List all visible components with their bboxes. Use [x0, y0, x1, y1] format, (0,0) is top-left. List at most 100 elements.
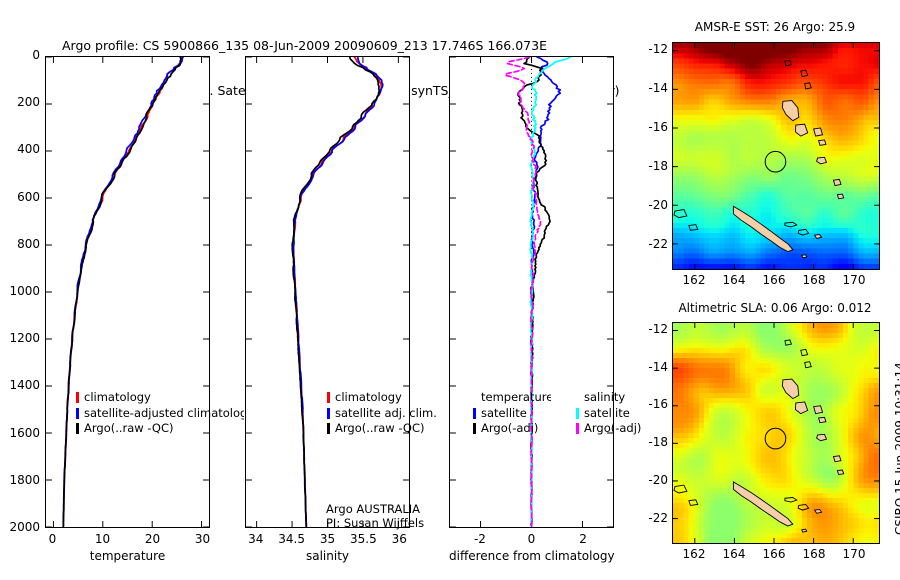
- sla-map-lon-tick-166: 166: [762, 547, 786, 561]
- difference-plot: [450, 57, 613, 527]
- sst-map-lat-tick-m22: -22: [648, 236, 668, 251]
- temperature-xtick-0: 0: [48, 532, 57, 546]
- program-credit: Argo AUSTRALIA PI: Susan Wijffels: [326, 502, 424, 530]
- difference-xtick-m2: -2: [473, 532, 486, 546]
- difference-temperature-legend-entry: temperature: [473, 390, 551, 406]
- temperature-legend-entry: Argo(..raw -QC): [76, 421, 244, 437]
- sla-map-lat-tick-m20: -20: [648, 473, 668, 488]
- legend-label: Argo(..raw -QC): [335, 421, 425, 435]
- credit-line-2: PI: Susan Wijffels: [326, 516, 425, 530]
- sst-map-canvas: [673, 43, 879, 269]
- depth-tick-2000: 2000: [9, 520, 40, 534]
- title-line-1: Argo profile: CS 5900866_135 08-Jun-2009…: [62, 38, 547, 53]
- depth-tick-200: 200: [17, 95, 40, 110]
- difference-salinity-legend: salinity satellite Argo(-adj): [576, 390, 656, 437]
- salinity-xtick-35: 35: [319, 532, 336, 546]
- salinity-plot: [246, 57, 409, 527]
- legend-label: satellite: [584, 405, 630, 420]
- depth-tick-600: 600: [17, 189, 40, 204]
- temperature-xtick-30: 30: [194, 532, 211, 546]
- legend-swatch-icon: [76, 423, 79, 435]
- legend-label: satellite-adjusted climatology: [84, 405, 244, 420]
- temperature-legend: climatology satellite-adjusted climatolog…: [76, 390, 244, 437]
- legend-swatch-icon: [576, 423, 579, 435]
- salinity-legend-entry: Argo(..raw -QC): [327, 421, 437, 437]
- sla-map-lon-tick-164: 164: [722, 547, 746, 561]
- salinity-legend-entry: satellite adj. clim.: [327, 406, 437, 422]
- sst-map-lat-tick-m18: -18: [648, 158, 668, 173]
- legend-swatch-icon: [76, 392, 79, 404]
- legend-swatch-icon: [327, 423, 330, 435]
- sst-map-lon-tick-170: 170: [842, 273, 866, 287]
- legend-swatch-icon: [473, 407, 476, 419]
- salinity-xtick-36: 36: [391, 532, 407, 546]
- temperature-axis-label: temperature: [89, 549, 166, 563]
- temperature-xtick-10: 10: [94, 532, 111, 546]
- depth-tick-1400: 1400: [9, 378, 40, 393]
- depth-tick-1200: 1200: [9, 331, 40, 346]
- difference-temperature-legend-entry: Argo(-adj): [473, 421, 551, 437]
- legend-swatch-icon: [473, 423, 476, 435]
- difference-profile-panel: [449, 56, 614, 528]
- depth-tick-400: 400: [17, 142, 40, 157]
- legend-label: salinity: [584, 390, 626, 404]
- legend-swatch-icon: [327, 407, 330, 419]
- csiro-timestamp: CSIRO 15-Jun-2009 10:31:14: [893, 362, 900, 535]
- sla-map-lon-tick-170: 170: [842, 547, 866, 561]
- depth-tick-1800: 1800: [9, 472, 40, 487]
- legend-swatch-icon: [576, 407, 579, 419]
- difference-xtick-0: 0: [527, 532, 536, 546]
- sla-map-lat-tick-m14: -14: [648, 359, 668, 374]
- sst-map-lat-tick-m20: -20: [648, 197, 668, 212]
- depth-tick-1600: 1600: [9, 425, 40, 440]
- sla-map-lat-tick-m18: -18: [648, 435, 668, 450]
- sla-map-lat-tick-m16: -16: [648, 397, 668, 412]
- sla-map-lon-tick-162: 162: [682, 547, 706, 561]
- legend-label: climatology: [335, 390, 402, 404]
- depth-tick-800: 800: [17, 236, 40, 251]
- legend-swatch-icon: [327, 392, 330, 404]
- legend-spacer: [576, 392, 579, 403]
- sst-map-lon-tick-164: 164: [722, 273, 746, 287]
- sst-map-lon-tick-162: 162: [682, 273, 706, 287]
- legend-spacer: [473, 392, 476, 403]
- legend-label: climatology: [84, 390, 151, 404]
- difference-salinity-legend-entry: Argo(-adj): [576, 421, 656, 437]
- difference-xtick-2: 2: [579, 532, 587, 546]
- sst-map-lat-tick-m14: -14: [648, 80, 668, 95]
- difference-salinity-legend-entry: salinity: [576, 390, 656, 406]
- legend-label: Argo(-adj): [584, 421, 642, 435]
- legend-swatch-icon: [76, 407, 79, 419]
- temperature-plot: [46, 57, 209, 527]
- sst-map-title: AMSR-E SST: 26 Argo: 25.9: [694, 20, 856, 34]
- temperature-legend-entry: climatology: [76, 390, 244, 406]
- legend-label: satellite adj. clim.: [335, 405, 437, 420]
- sla-map-lat-tick-m12: -12: [648, 321, 668, 336]
- salinity-xtick-34p5: 34.5: [278, 532, 305, 546]
- depth-tick-0: 0: [32, 48, 40, 62]
- temperature-profile-panel: [45, 56, 210, 528]
- salinity-axis-label: salinity: [305, 549, 350, 563]
- difference-temperature-legend: temperature satellite Argo(-adj): [473, 390, 551, 437]
- salinity-profile-panel: [245, 56, 410, 528]
- sla-map-lon-tick-168: 168: [802, 547, 826, 561]
- sst-map-lon-tick-168: 168: [802, 273, 826, 287]
- sla-map-lat-tick-m22: -22: [648, 511, 668, 526]
- sst-map-lon-tick-166: 166: [762, 273, 786, 287]
- legend-label: temperature: [481, 390, 551, 404]
- sla-map-title: Altimetric SLA: 0.06 Argo: 0.012: [678, 301, 872, 315]
- sst-map: [672, 42, 880, 270]
- legend-label: satellite: [481, 405, 527, 420]
- sla-map: [672, 322, 880, 544]
- difference-axis-label: difference from climatology: [449, 549, 615, 563]
- difference-temperature-legend-entry: satellite: [473, 406, 551, 422]
- credit-line-1: Argo AUSTRALIA: [326, 502, 421, 516]
- depth-tick-1000: 1000: [9, 284, 40, 298]
- sst-map-lat-tick-m16: -16: [648, 119, 668, 134]
- salinity-xtick-35p5: 35.5: [350, 532, 377, 546]
- salinity-xtick-34: 34: [248, 532, 264, 546]
- temperature-legend-entry: satellite-adjusted climatology: [76, 406, 244, 422]
- sst-map-lat-tick-m12: -12: [648, 41, 668, 56]
- legend-label: Argo(..raw -QC): [84, 421, 174, 435]
